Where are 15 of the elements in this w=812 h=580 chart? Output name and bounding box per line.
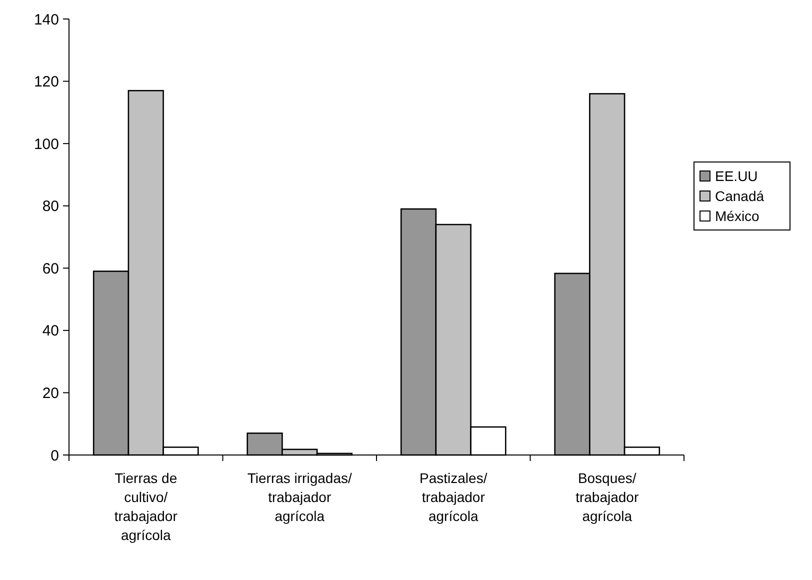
y-tick-label: 120 (34, 74, 59, 91)
y-tick-label: 80 (42, 198, 59, 216)
x-tick-label: Bosques/ trabajador agrícola (576, 470, 639, 524)
y-tick-label: 0 (50, 447, 59, 464)
y-tick-label: 40 (42, 322, 59, 340)
y-tick-label: 100 (34, 136, 59, 153)
x-tick-label: Pastizales/ trabajador agrícola (420, 470, 488, 524)
legend-label: México (715, 208, 760, 224)
x-tick-label: Tierras irrigadas/ trabajador agrícola (247, 470, 352, 524)
legend-label: EE.UU (715, 168, 758, 184)
legend-label: Canadá (715, 188, 764, 204)
y-tick-label: 20 (42, 384, 59, 402)
x-tick-label: Tierras de cultivo/ trabajador agrícola (114, 470, 178, 543)
y-tick-label: 60 (42, 260, 59, 278)
y-tick-label: 140 (34, 11, 59, 28)
